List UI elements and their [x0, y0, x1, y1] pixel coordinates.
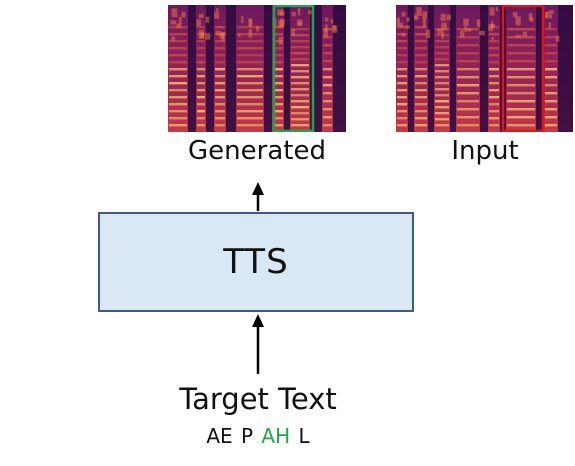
arrow-text-to-tts: [252, 314, 264, 374]
phoneme-sequence: AE P AH L: [150, 424, 366, 448]
tts-model-box: TTS: [98, 212, 414, 312]
input-caption: Input: [451, 136, 519, 166]
tts-label: TTS: [223, 242, 289, 282]
arrow-tts-to-generated: [252, 182, 264, 211]
input-spectrogram: [396, 5, 573, 132]
target-text-label: Target Text: [179, 382, 337, 416]
phoneme-token: L: [298, 424, 310, 448]
generated-caption: Generated: [188, 136, 326, 166]
phoneme-token: AH: [261, 424, 291, 448]
phoneme-token: AE: [206, 424, 233, 448]
phoneme-token: P: [241, 424, 254, 448]
generated-spectrogram: [168, 5, 346, 132]
